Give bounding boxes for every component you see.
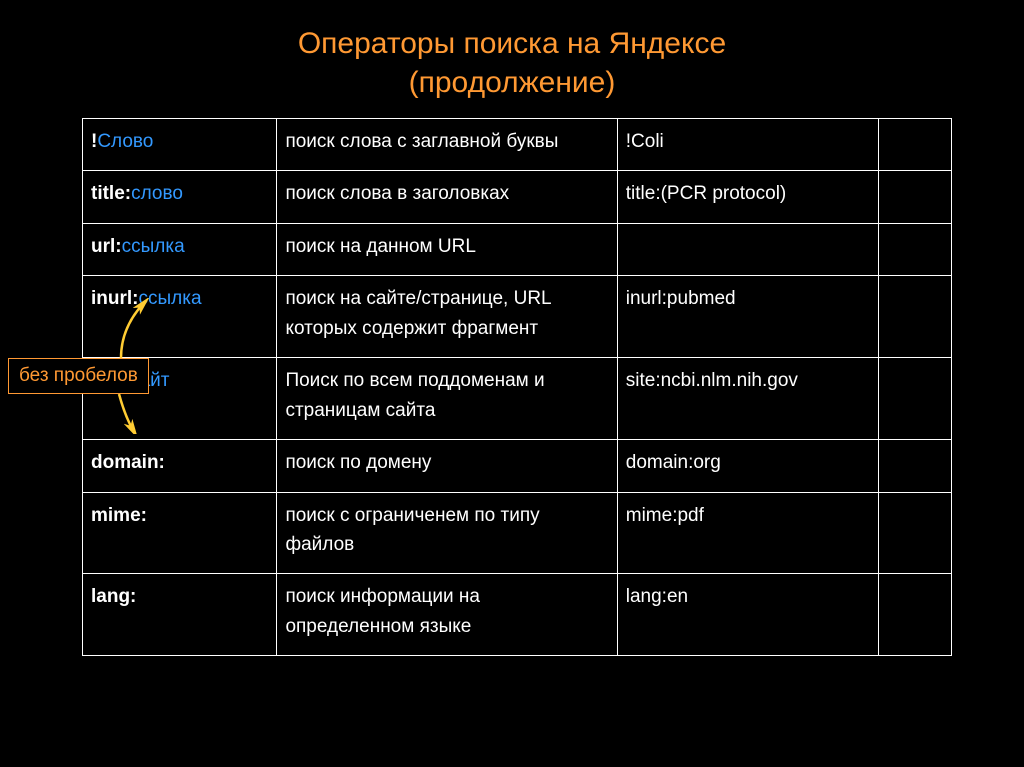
operator-cell: url:ссылка (83, 223, 277, 275)
table-row: url:ссылка поиск на данном URL (83, 223, 952, 275)
operator-cell: domain: (83, 440, 277, 492)
table-row: inurl:ссылка поиск на сайте/странице, UR… (83, 276, 952, 358)
description-cell: поиск слова с заглавной буквы (277, 119, 617, 171)
callout-text: без пробелов (19, 365, 138, 386)
operator-cell: !Слово (83, 119, 277, 171)
operator-cell: lang: (83, 574, 277, 656)
table-row: title:слово поиск слова в заголовках tit… (83, 171, 952, 223)
example-cell: domain:org (617, 440, 878, 492)
description-cell: поиск по домену (277, 440, 617, 492)
description-cell: поиск на данном URL (277, 223, 617, 275)
description-cell: Поиск по всем поддоменам и страницам сай… (277, 358, 617, 440)
table-row: domain: поиск по домену domain:org (83, 440, 952, 492)
table-row: !Слово поиск слова с заглавной буквы !Co… (83, 119, 952, 171)
table-row: site:сайт Поиск по всем поддоменам и стр… (83, 358, 952, 440)
title-line-2: (продолжение) (409, 66, 616, 99)
operator-prefix: domain: (91, 452, 165, 473)
operator-cell: mime: (83, 492, 277, 574)
page-title: Операторы поиска на Яндексе (продолжение… (0, 0, 1024, 102)
empty-cell (879, 223, 952, 275)
example-cell: lang:en (617, 574, 878, 656)
empty-cell (879, 574, 952, 656)
operator-param: слово (131, 183, 183, 204)
operators-table: !Слово поиск слова с заглавной буквы !Co… (82, 118, 952, 656)
operators-table-container: !Слово поиск слова с заглавной буквы !Co… (82, 118, 952, 656)
title-line-1: Операторы поиска на Яндексе (298, 27, 726, 60)
empty-cell (879, 171, 952, 223)
operator-param: Слово (97, 131, 153, 152)
table-row: mime: поиск с ограниченем по типу файлов… (83, 492, 952, 574)
arrow-up-icon (115, 298, 155, 360)
empty-cell (879, 492, 952, 574)
operator-param: ссылка (122, 236, 185, 257)
operator-prefix: url: (91, 236, 122, 257)
operator-prefix: lang: (91, 586, 136, 607)
example-cell (617, 223, 878, 275)
example-cell: inurl:pubmed (617, 276, 878, 358)
description-cell: поиск слова в заголовках (277, 171, 617, 223)
operator-cell: title:слово (83, 171, 277, 223)
operator-prefix: title: (91, 183, 131, 204)
example-cell: site:ncbi.nlm.nih.gov (617, 358, 878, 440)
arrow-down-icon (115, 392, 155, 434)
example-cell: mime:pdf (617, 492, 878, 574)
callout-no-spaces: без пробелов (8, 358, 149, 394)
description-cell: поиск с ограниченем по типу файлов (277, 492, 617, 574)
table-row: lang: поиск информации на определенном я… (83, 574, 952, 656)
description-cell: поиск информации на определенном языке (277, 574, 617, 656)
empty-cell (879, 440, 952, 492)
operator-cell: inurl:ссылка (83, 276, 277, 358)
empty-cell (879, 358, 952, 440)
empty-cell (879, 276, 952, 358)
description-cell: поиск на сайте/странице, URL которых сод… (277, 276, 617, 358)
operator-prefix: mime: (91, 505, 147, 526)
example-cell: title:(PCR protocol) (617, 171, 878, 223)
example-cell: !Coli (617, 119, 878, 171)
empty-cell (879, 119, 952, 171)
